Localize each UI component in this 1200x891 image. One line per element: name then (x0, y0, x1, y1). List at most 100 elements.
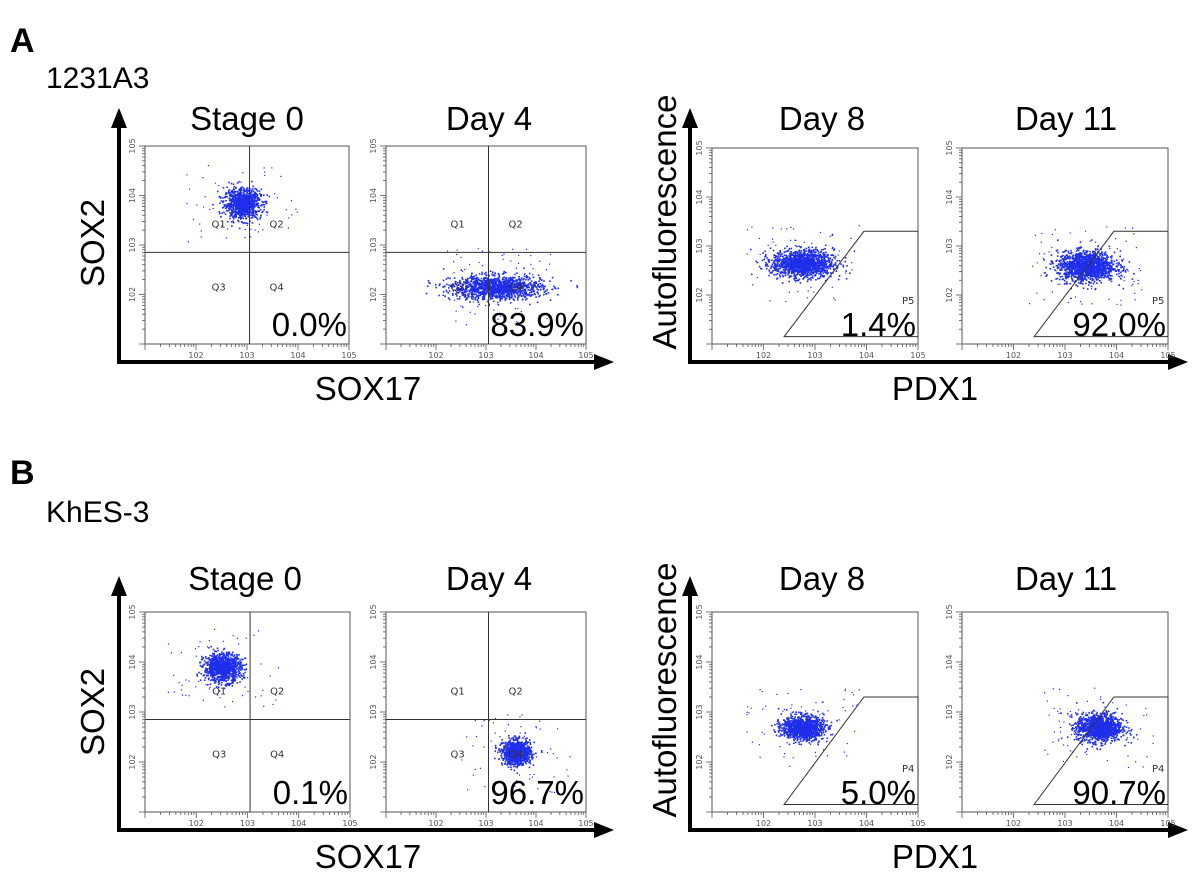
event-dot (1062, 278, 1065, 280)
event-dot (804, 271, 806, 273)
event-dot (496, 301, 499, 304)
event-dot (780, 272, 782, 274)
event-dot (232, 200, 235, 203)
event-dot (223, 205, 226, 208)
event-dot (501, 254, 503, 257)
event-dot (471, 277, 473, 280)
event-dot (802, 261, 804, 264)
event-dot (1084, 276, 1086, 279)
event-dot (242, 222, 245, 225)
event-dot (227, 190, 230, 193)
event-dot (1086, 288, 1089, 290)
event-dot (274, 193, 276, 195)
event-dot (238, 193, 240, 196)
event-dot (501, 286, 503, 289)
event-dot (765, 267, 768, 270)
event-dot (508, 294, 510, 296)
event-dot (472, 298, 474, 300)
event-dot (488, 287, 491, 290)
event-dot (785, 254, 787, 257)
y-tick-label: 104 (369, 188, 378, 203)
event-dot (483, 277, 485, 280)
event-dot (517, 283, 520, 286)
event-dot (497, 289, 499, 291)
event-dot (241, 186, 243, 188)
event-dot (458, 298, 461, 300)
event-dot (1099, 267, 1102, 269)
event-dot (249, 192, 252, 195)
event-dot (780, 263, 783, 266)
event-dot (453, 261, 455, 263)
event-dot (462, 291, 464, 294)
event-dot (807, 257, 810, 260)
event-dot (499, 280, 502, 283)
event-dot (492, 288, 494, 291)
event-dot (523, 291, 526, 294)
event-dot (805, 257, 808, 259)
event-dot (503, 276, 506, 279)
event-dot (530, 291, 533, 294)
event-dot (520, 286, 522, 288)
event-dot (261, 200, 263, 203)
event-dot (803, 267, 805, 270)
event-dot (244, 215, 246, 217)
event-dot (468, 281, 470, 284)
event-dot (472, 288, 475, 290)
event-dot (1088, 284, 1090, 286)
event-dot (830, 272, 832, 274)
event-dot (802, 264, 805, 266)
event-dot (480, 284, 482, 287)
event-dot (787, 271, 789, 273)
event-dot (538, 277, 541, 279)
event-dot (811, 253, 813, 256)
event-dot (233, 215, 235, 217)
event-dot (1078, 266, 1080, 268)
event-dot (491, 273, 493, 276)
event-dot (824, 269, 827, 272)
event-dot (1119, 264, 1122, 266)
event-dot (1120, 265, 1122, 267)
event-dot (835, 264, 837, 267)
event-dot (280, 175, 282, 177)
event-dot (466, 290, 468, 292)
event-dot (233, 198, 235, 201)
event-dot (811, 268, 813, 270)
y-tick-label: 105 (369, 138, 378, 153)
event-dot (485, 271, 487, 274)
event-dot (1089, 282, 1091, 284)
event-dot (1073, 281, 1076, 283)
event-dot (1091, 254, 1093, 257)
event-dot (478, 284, 481, 286)
event-dot (787, 260, 789, 262)
event-dot (1087, 269, 1090, 271)
event-dot (498, 274, 501, 276)
event-dot (1080, 275, 1083, 278)
event-dot (245, 188, 248, 190)
event-dot (803, 263, 805, 265)
event-dot (252, 215, 255, 217)
event-dot (752, 284, 754, 286)
event-dot (494, 279, 496, 281)
event-dot (491, 297, 493, 300)
event-dot (1077, 249, 1080, 252)
event-dot (442, 291, 445, 293)
event-dot (505, 280, 508, 282)
event-dot (242, 172, 244, 174)
event-dot (448, 284, 450, 287)
event-dot (1063, 266, 1066, 269)
event-dot (776, 255, 779, 258)
event-dot (235, 198, 238, 201)
event-dot (1098, 262, 1101, 265)
event-dot (497, 295, 499, 298)
event-dot (448, 287, 450, 289)
event-dot (1097, 271, 1100, 274)
event-dot (238, 207, 241, 209)
event-dot (253, 214, 256, 217)
event-dot (539, 283, 541, 285)
event-dot (776, 277, 779, 280)
event-dot (751, 226, 753, 228)
event-dot (252, 185, 254, 188)
event-dot (244, 199, 247, 201)
event-dot (798, 256, 800, 258)
